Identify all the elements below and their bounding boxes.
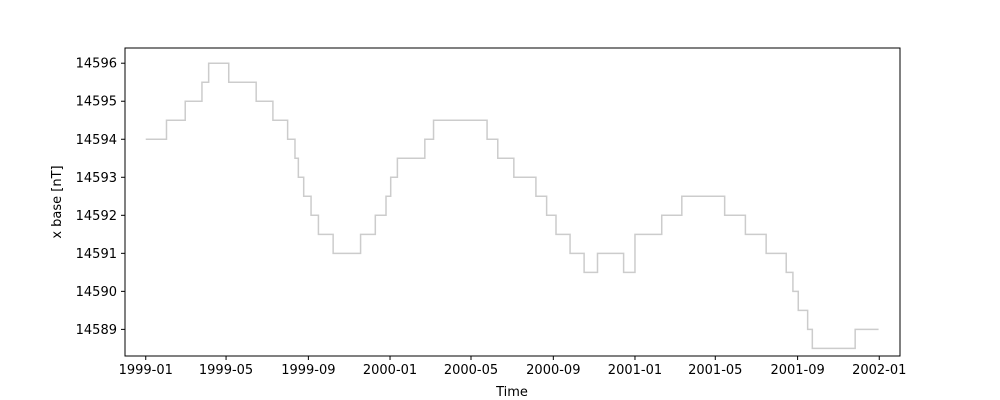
x-tick-label: 2001-05 xyxy=(688,363,742,378)
y-tick-label: 14592 xyxy=(76,209,117,224)
y-tick-label: 14593 xyxy=(76,171,117,186)
x-tick-label: 1999-09 xyxy=(281,363,335,378)
x-tick-label: 2000-09 xyxy=(526,363,580,378)
y-tick-label: 14596 xyxy=(76,57,117,72)
x-tick-label: 2001-09 xyxy=(770,363,824,378)
y-axis: 14589 14590 14591 14592 14593 14594 14595 14596 xyxy=(76,57,125,338)
y-tick-label: 14595 xyxy=(76,95,117,110)
x-tick-label: 2000-01 xyxy=(363,363,417,378)
plot-area xyxy=(124,47,901,357)
y-tick-label: 14594 xyxy=(76,133,117,148)
x-tick-label: 2000-05 xyxy=(444,363,498,378)
y-tick-label: 14589 xyxy=(76,323,117,338)
y-tick-label: 14591 xyxy=(76,247,117,262)
y-tick-label: 14590 xyxy=(76,285,117,300)
series-line-0 xyxy=(145,62,879,350)
x-tick-label: 1999-01 xyxy=(119,363,173,378)
x-tick-label: 1999-05 xyxy=(199,363,253,378)
x-axis-label: Time xyxy=(495,385,528,400)
x-tick-label: 2002-01 xyxy=(852,363,906,378)
y-axis-label: x base [nT] xyxy=(50,165,65,238)
x-axis: 1999-01 1999-05 1999-09 2000-01 2000-05 2000-… xyxy=(119,356,906,378)
x-tick-label: 2001-01 xyxy=(608,363,662,378)
